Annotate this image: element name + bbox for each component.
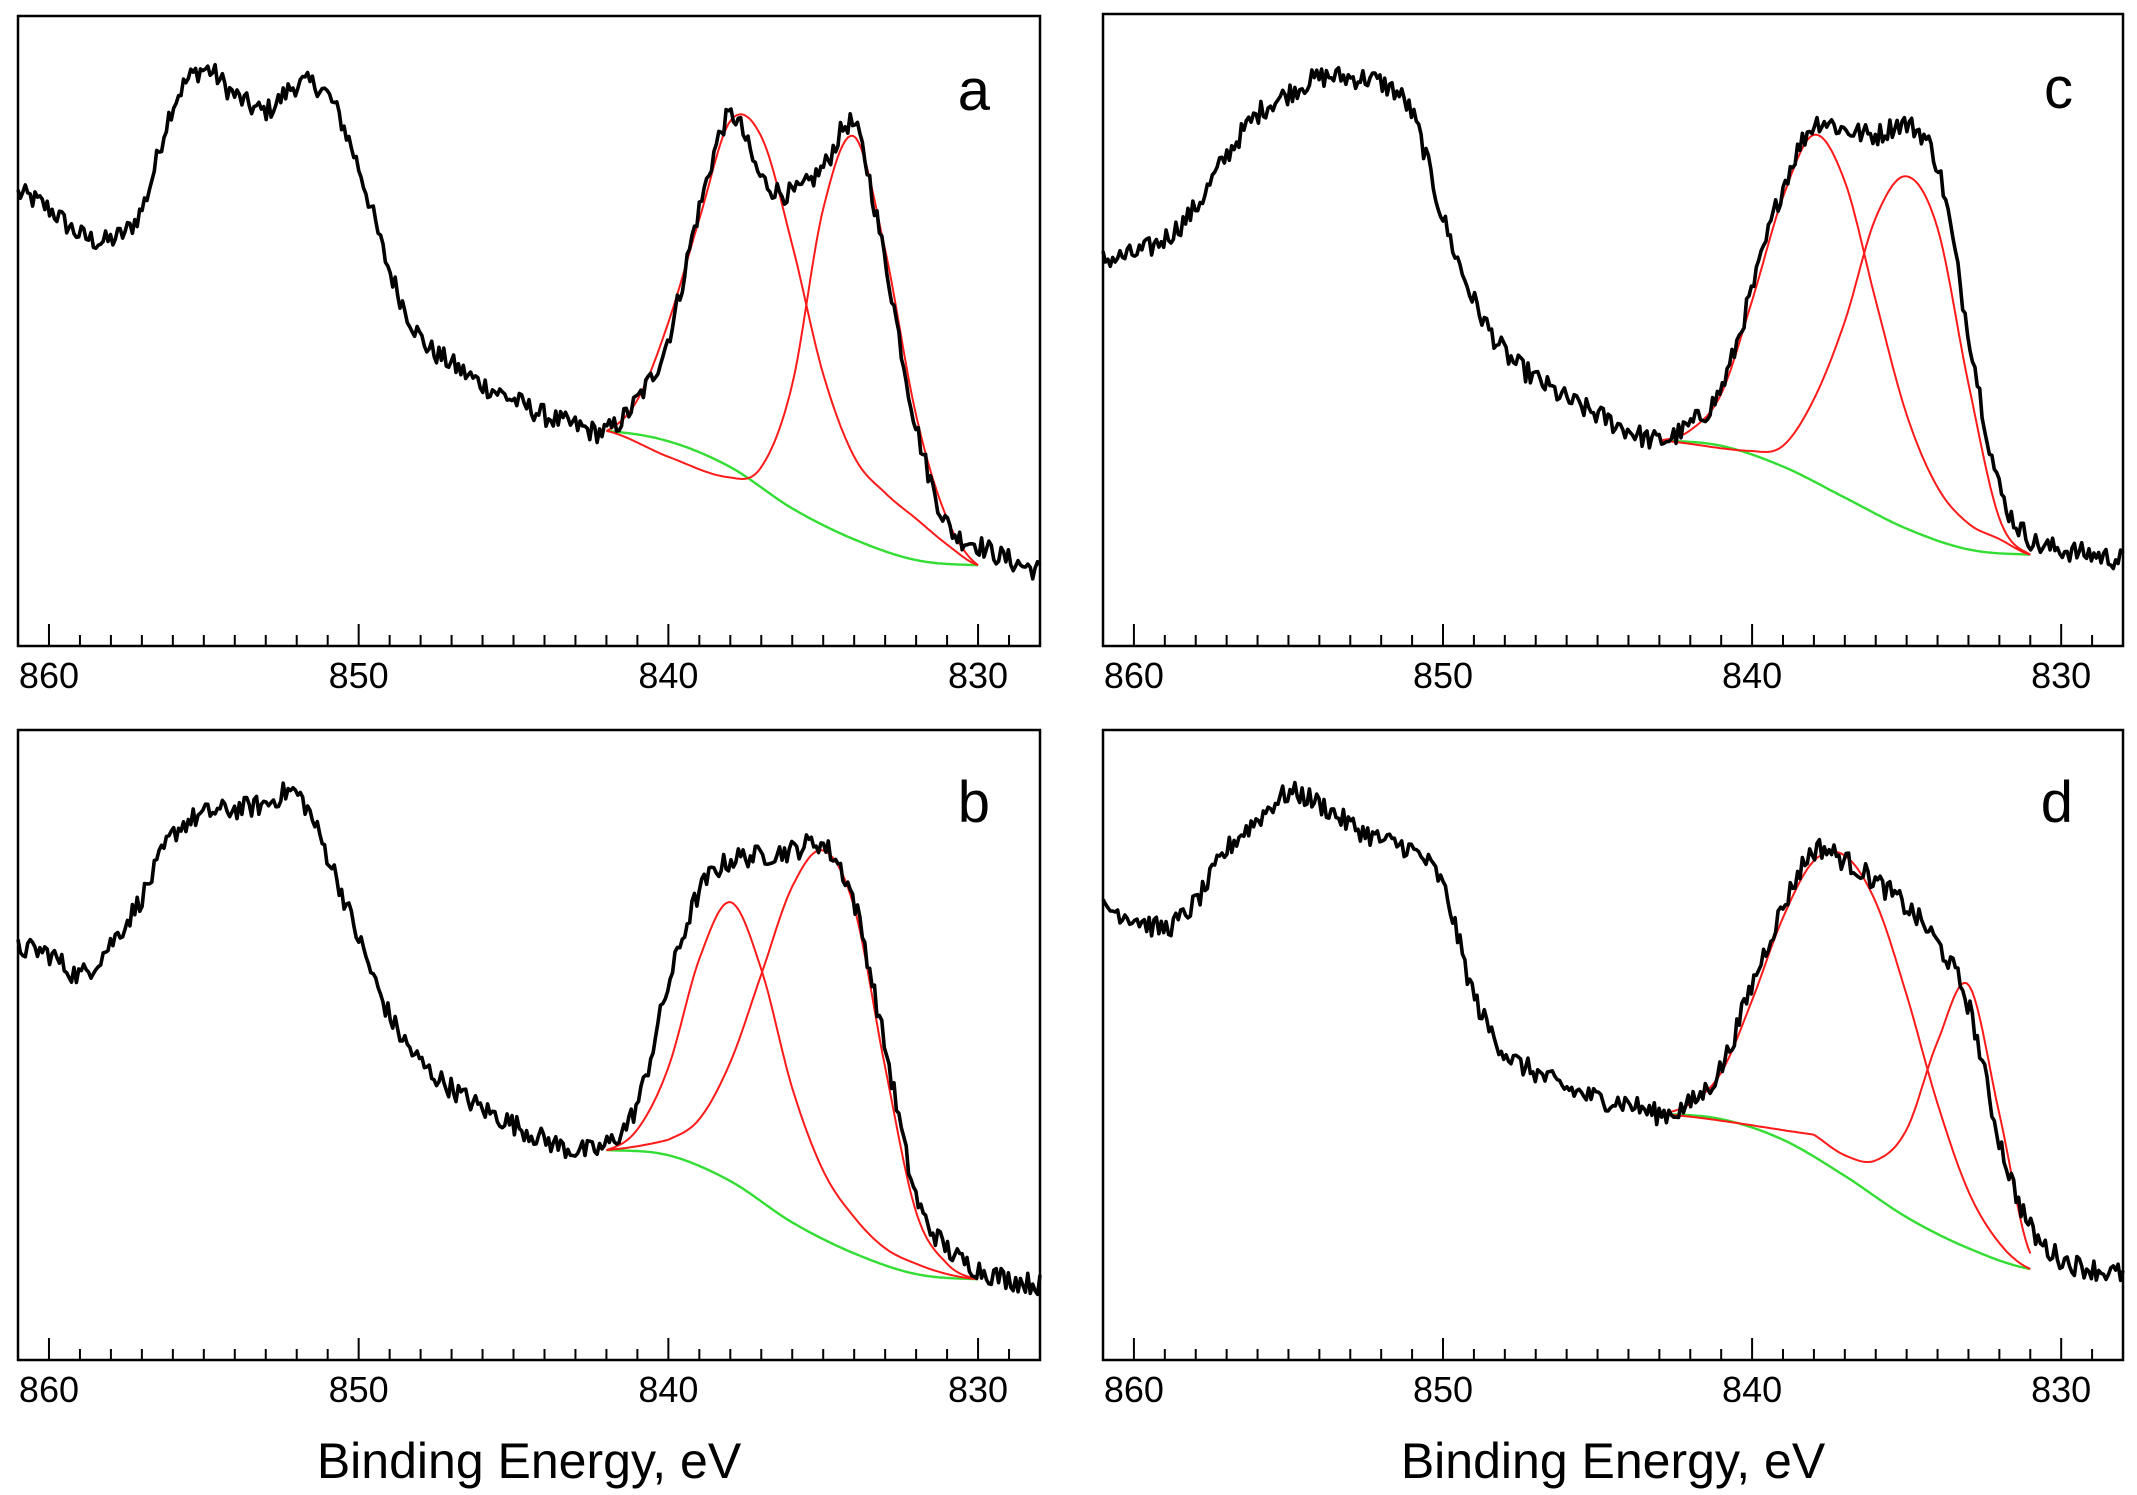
series-background <box>1659 439 2031 556</box>
x-axis-title: Binding Energy, eV <box>1401 1433 1826 1489</box>
x-tick-label: 840 <box>1722 1369 1782 1410</box>
x-tick-label: 830 <box>948 1369 1008 1410</box>
series-experimental <box>16 62 1042 581</box>
series-fit-peak-1 <box>606 901 979 1281</box>
series-experimental <box>16 781 1042 1297</box>
panel-letter: d <box>2041 770 2073 835</box>
series-background <box>1659 1112 2031 1271</box>
x-tick-label: 860 <box>1104 655 1164 696</box>
panel-a: 860 850 840 830 a <box>16 14 1042 696</box>
panel-b: 860 850 840 830 b Binding Energy, eV <box>16 728 1042 1489</box>
plot-frame <box>16 728 1042 1362</box>
x-tick-label: 830 <box>2031 1369 2091 1410</box>
x-tick-label: 860 <box>19 655 79 696</box>
x-tick-label: 850 <box>329 655 389 696</box>
x-tick-label: 840 <box>1722 655 1782 696</box>
panel-letter: a <box>958 58 991 123</box>
panel-c: 860 850 840 830 c <box>1101 12 2125 696</box>
panel-d: 860 850 840 830 d Binding Energy, eV <box>1101 728 2125 1489</box>
chart-layer: 860 850 840 830 a 860 850 840 830 c 860 850 840 830 b B… <box>16 12 2125 1489</box>
plot-frame <box>1101 728 2125 1362</box>
series-fit-peak-2 <box>1659 175 2031 556</box>
plot-frame <box>1101 12 2125 648</box>
series-experimental <box>1101 780 2125 1283</box>
x-tick-label: 840 <box>638 655 698 696</box>
x-tick-label: 830 <box>948 655 1008 696</box>
series-background <box>606 429 979 567</box>
x-tick-label: 850 <box>329 1369 389 1410</box>
series-experimental <box>1101 66 2125 571</box>
x-tick-label: 860 <box>1104 1369 1164 1410</box>
series-fit-peak-2 <box>606 134 979 566</box>
x-axis-title: Binding Energy, eV <box>317 1433 742 1489</box>
x-tick-label: 850 <box>1413 655 1473 696</box>
x-tick-label: 860 <box>19 1369 79 1410</box>
series-background <box>606 1148 979 1281</box>
plot-frame <box>16 14 1042 648</box>
panel-letter: b <box>958 770 990 835</box>
x-tick-label: 850 <box>1413 1369 1473 1410</box>
panel-letter: c <box>2044 56 2073 121</box>
series-fit-peak-1 <box>605 113 979 567</box>
series-fit-peak-2 <box>606 849 979 1281</box>
series-fit-peak-2 <box>1659 981 2032 1254</box>
x-tick-label: 840 <box>638 1369 698 1410</box>
x-tick-label: 830 <box>2031 655 2091 696</box>
